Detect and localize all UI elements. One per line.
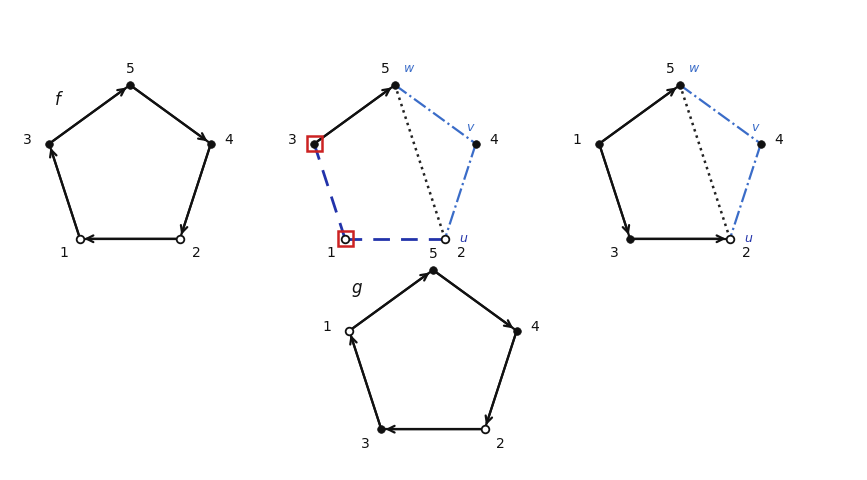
Text: 3: 3 [361,437,369,451]
Text: v: v [466,121,473,134]
Text: g: g [351,279,362,297]
Text: 1: 1 [573,133,582,147]
Text: w: w [689,62,699,75]
Text: 4: 4 [531,320,539,334]
Text: 2: 2 [192,246,200,260]
Text: 4: 4 [490,133,499,147]
Text: u: u [744,232,752,245]
Text: 3: 3 [288,133,297,147]
Text: 5: 5 [428,247,437,261]
Text: 4: 4 [225,133,233,147]
Text: 5: 5 [126,62,134,76]
Text: 5: 5 [381,62,389,76]
Text: w: w [404,62,414,75]
Text: 3: 3 [610,246,618,260]
Text: 4: 4 [774,133,783,147]
Bar [307,136,322,151]
Text: 2: 2 [741,246,750,260]
Text: 2: 2 [496,437,505,451]
Text: u: u [459,232,467,245]
Text: 2: 2 [457,246,466,260]
Text: 1: 1 [60,246,68,260]
Text: 1: 1 [323,320,332,334]
Text: 1: 1 [327,246,336,260]
Bar [337,231,353,246]
Text: v: v [751,121,759,134]
Text: 3: 3 [23,133,31,147]
Text: f: f [55,91,61,109]
Text: 5: 5 [666,62,675,76]
